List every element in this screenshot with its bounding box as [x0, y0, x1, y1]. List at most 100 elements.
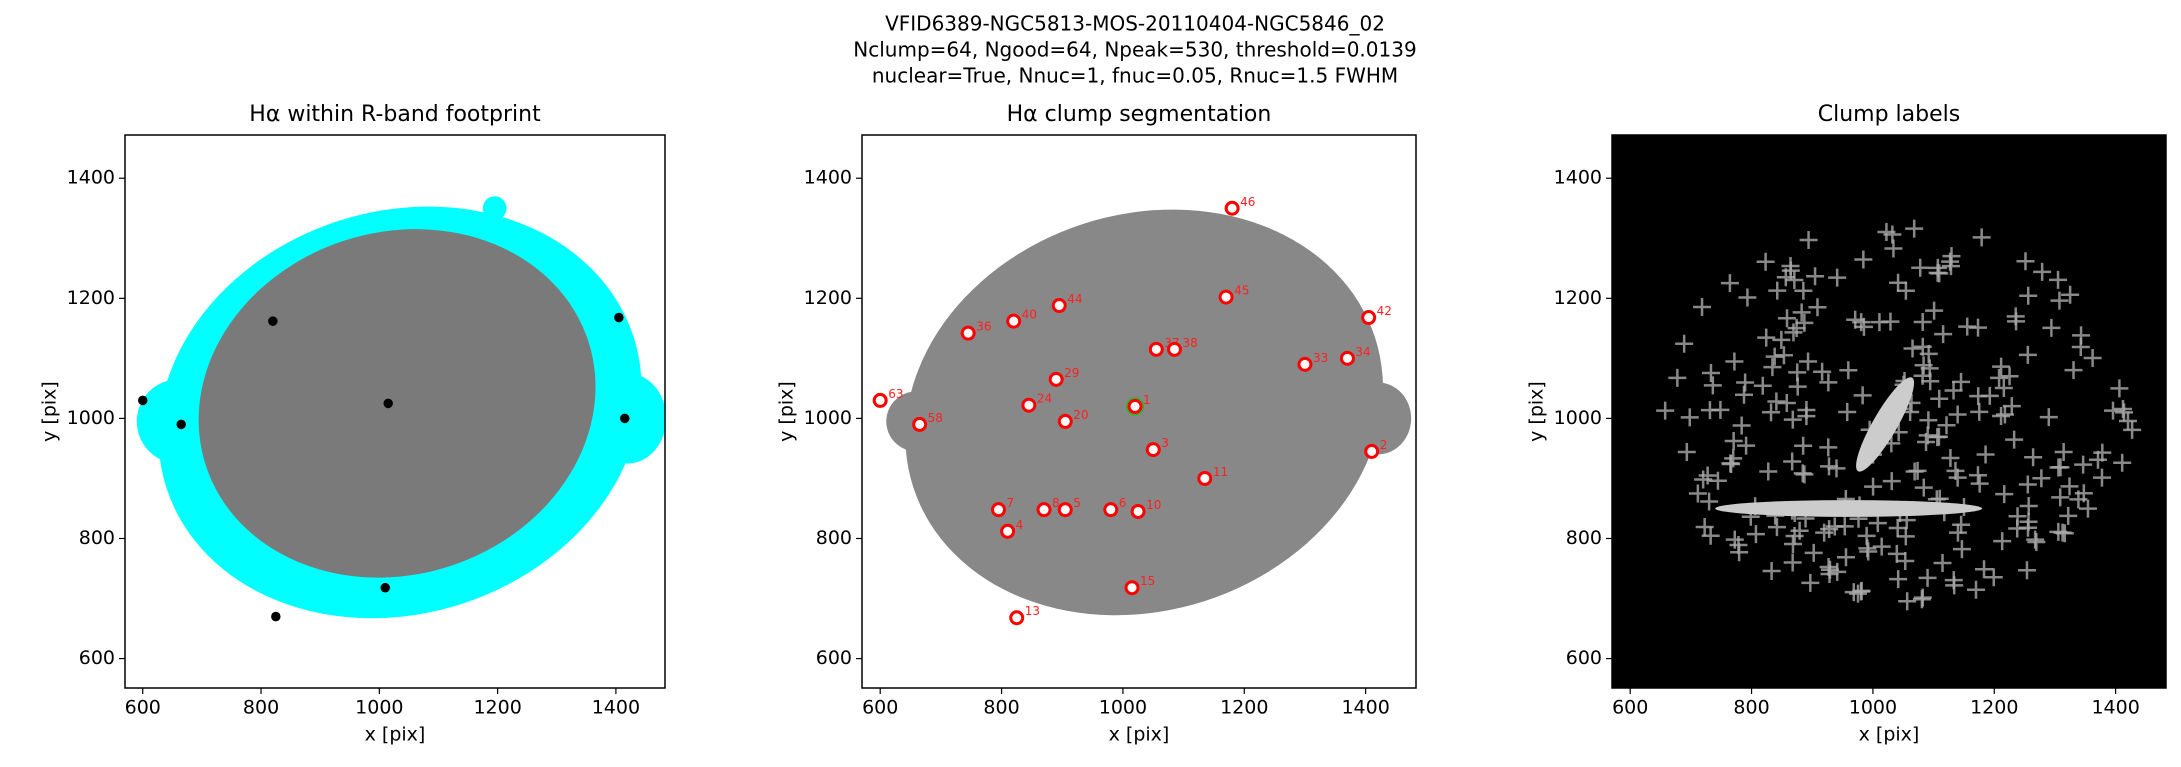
cross	[2123, 420, 2142, 439]
y-tick-label: 1200	[67, 287, 115, 309]
cross	[2018, 475, 2037, 494]
cross	[1701, 526, 1720, 545]
cross	[1917, 433, 1936, 452]
cross	[1972, 228, 1991, 247]
clump-label: 38	[1182, 336, 1197, 350]
cross	[1846, 310, 1865, 329]
x-tick-label: 1200	[1220, 697, 1268, 719]
y-tick-label: 600	[79, 647, 115, 669]
y-tick-label: 600	[1566, 647, 1602, 669]
y-tick-label: 800	[1566, 527, 1602, 549]
cross	[1762, 562, 1781, 581]
cross	[2083, 348, 2102, 367]
clump-label: 24	[1037, 392, 1052, 406]
clump-marker	[960, 325, 976, 341]
cross	[1794, 281, 1813, 300]
clump-marker	[991, 502, 1007, 518]
y-tick-label: 1000	[1554, 407, 1602, 429]
x-axis-label: x [pix]	[365, 724, 426, 746]
y-tick-label: 600	[816, 647, 852, 669]
x-tick-label: 1000	[355, 697, 403, 719]
clump-label: 11	[1213, 465, 1228, 479]
cross	[1992, 357, 2011, 376]
cross	[1781, 261, 1800, 280]
cross	[2051, 488, 2070, 507]
cross	[1835, 517, 1854, 536]
cross	[1975, 560, 1994, 579]
y-axis-label: y [pix]	[39, 381, 61, 442]
x-tick-label: 800	[243, 697, 279, 719]
cross	[1976, 445, 1995, 464]
cross	[1836, 548, 1855, 567]
clump-marker	[1103, 502, 1119, 518]
cross	[2019, 497, 2038, 516]
cross	[1918, 568, 1937, 587]
cross	[1820, 564, 1839, 583]
cross	[1903, 339, 1922, 358]
galaxy	[198, 229, 596, 578]
y-tick-label: 1200	[804, 287, 852, 309]
clump-label: 8	[1052, 496, 1060, 510]
suptitle-line: nuclear=True, Nnuc=1, fnuc=0.05, Rnuc=1.…	[872, 64, 1398, 88]
cross	[1980, 386, 1999, 405]
cross	[2118, 411, 2137, 430]
cross	[2042, 318, 2061, 337]
cross	[1970, 474, 1989, 493]
cross	[1948, 523, 1967, 542]
cross	[2078, 499, 2097, 518]
band	[1715, 500, 1983, 517]
cross	[1804, 543, 1823, 562]
suptitle-line: Nclump=64, Ngood=64, Npeak=530, threshol…	[853, 38, 1416, 62]
cross	[1763, 358, 1782, 377]
cross	[2018, 345, 2037, 364]
clump-marker	[1127, 398, 1143, 414]
y-axis-label: y [pix]	[1526, 381, 1548, 442]
cross	[2039, 408, 2058, 427]
cross	[1896, 551, 1915, 570]
cross	[1967, 580, 1986, 599]
cross	[1757, 328, 1776, 347]
cross	[1700, 492, 1719, 511]
cross	[2049, 270, 2068, 289]
cross	[1925, 301, 1944, 320]
cross	[2071, 337, 2090, 356]
clump-marker	[1006, 313, 1022, 329]
star	[176, 419, 186, 430]
clump-label: 42	[1377, 304, 1392, 318]
cross	[1944, 381, 1963, 400]
cross	[2064, 361, 2083, 380]
cross	[1948, 405, 1967, 424]
cross	[2027, 533, 2046, 552]
cross	[2000, 367, 2019, 386]
x-tick-label: 1400	[592, 697, 640, 719]
cross	[1849, 584, 1868, 603]
axes-frame	[1611, 134, 2167, 689]
cross	[1772, 330, 1791, 349]
cross	[1941, 257, 1960, 276]
cross	[1827, 459, 1846, 478]
axes-title: Hα clump segmentation	[1007, 102, 1272, 127]
cross	[1930, 389, 1949, 408]
x-tick-label: 800	[983, 697, 1019, 719]
cross	[1688, 484, 1707, 503]
cross	[1946, 461, 1965, 480]
x-axis-label: x [pix]	[1859, 724, 1920, 746]
cross	[1908, 461, 1927, 480]
cross	[1783, 553, 1802, 572]
cross	[2024, 448, 2043, 467]
cross	[1877, 223, 1896, 242]
clump-label: 7	[1007, 496, 1015, 510]
cross	[1768, 281, 1787, 300]
x-tick-label: 600	[1612, 697, 1648, 719]
clump-marker	[1009, 610, 1025, 626]
clump-marker	[1051, 298, 1067, 314]
cross	[1762, 403, 1781, 422]
y-tick-label: 1400	[67, 167, 115, 189]
cross	[1828, 268, 1847, 287]
clump-label: 5	[1073, 496, 1081, 510]
axes-title: Hα within R-band footprint	[249, 102, 541, 127]
clump-label: 15	[1140, 574, 1155, 588]
cross	[1753, 376, 1772, 395]
clump-marker	[1361, 310, 1377, 326]
clump-marker	[1000, 523, 1016, 539]
